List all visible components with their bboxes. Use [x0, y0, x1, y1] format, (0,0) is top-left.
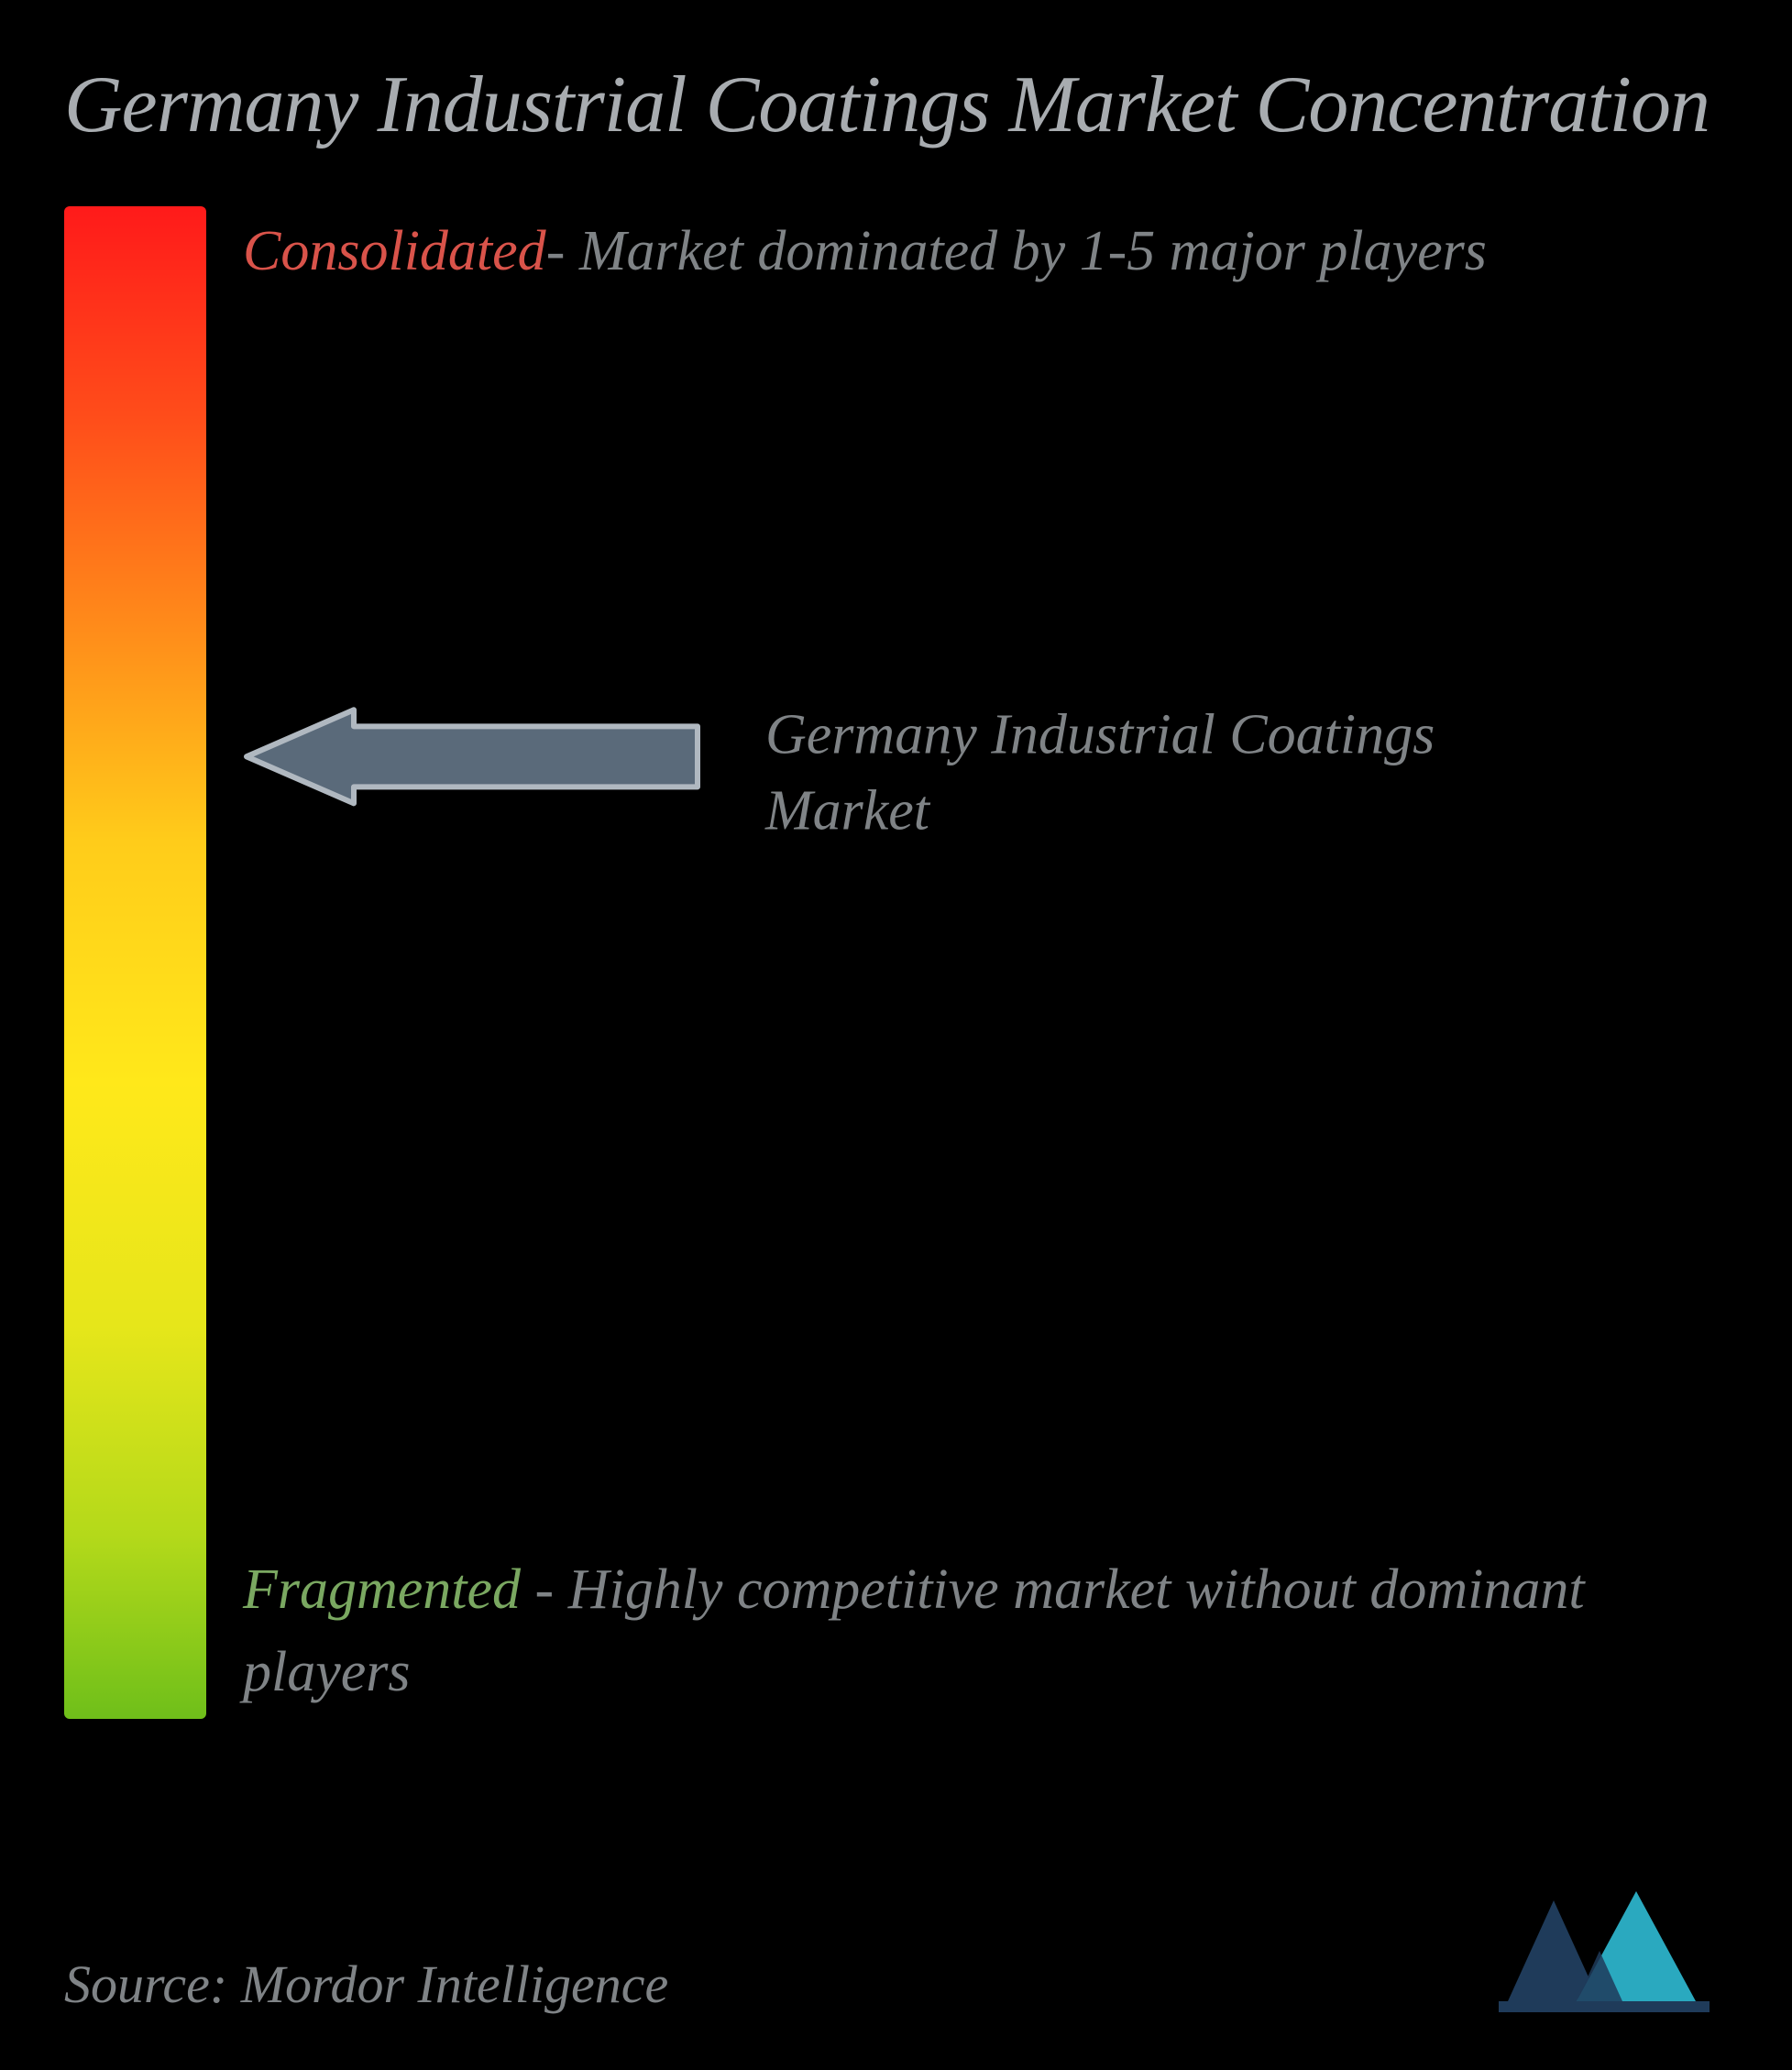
- source-attribution: Source: Mordor Intelligence: [64, 1954, 668, 2015]
- consolidated-keyword: Consolidated: [243, 220, 546, 282]
- fragmented-keyword: Fragmented: [243, 1558, 521, 1621]
- chart-title: Germany Industrial Coatings Market Conce…: [64, 55, 1728, 156]
- fragmented-label: Fragmented - Highly competitive market w…: [243, 1549, 1710, 1714]
- mordor-intelligence-logo-icon: [1499, 1887, 1728, 2015]
- infographic-container: Germany Industrial Coatings Market Conce…: [0, 0, 1792, 2070]
- labels-column: Consolidated- Market dominated by 1-5 ma…: [206, 206, 1728, 1719]
- concentration-gradient-bar: [64, 206, 206, 1719]
- arrow-left-icon: [243, 706, 701, 807]
- source-name: Mordor Intelligence: [241, 1954, 669, 2014]
- market-position-label: Germany Industrial Coatings Market: [765, 697, 1590, 850]
- consolidated-label: Consolidated- Market dominated by 1-5 ma…: [243, 211, 1710, 293]
- market-position-marker: Germany Industrial Coatings Market: [243, 697, 1710, 850]
- consolidated-description: - Market dominated by 1-5 major players: [546, 220, 1487, 282]
- footer-row: Source: Mordor Intelligence: [64, 1887, 1728, 2015]
- concentration-scale-row: Consolidated- Market dominated by 1-5 ma…: [64, 206, 1728, 1719]
- source-prefix: Source:: [64, 1954, 241, 2014]
